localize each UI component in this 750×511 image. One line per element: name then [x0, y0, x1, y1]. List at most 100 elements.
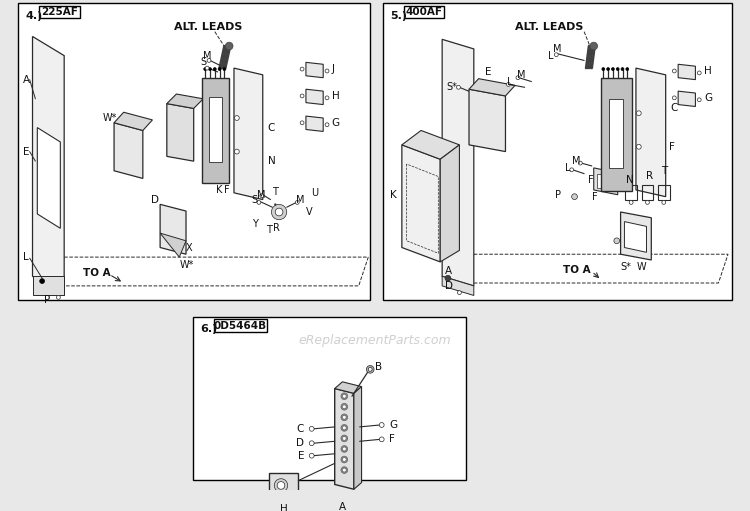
Text: eReplacementParts.com: eReplacementParts.com	[298, 334, 452, 347]
Circle shape	[578, 161, 582, 165]
Circle shape	[300, 67, 304, 71]
Circle shape	[274, 479, 288, 492]
Circle shape	[637, 111, 641, 115]
Bar	[18, 3, 370, 300]
Circle shape	[341, 393, 348, 400]
Text: Y: Y	[252, 219, 258, 228]
Circle shape	[343, 458, 346, 461]
Circle shape	[614, 238, 620, 244]
Circle shape	[325, 69, 329, 73]
Circle shape	[223, 67, 226, 71]
Text: 4.): 4.)	[26, 11, 43, 20]
Text: K: K	[216, 185, 223, 195]
Text: S*: S*	[447, 82, 458, 92]
Text: D: D	[296, 438, 304, 448]
Circle shape	[380, 437, 384, 442]
Text: E: E	[298, 451, 304, 461]
Circle shape	[309, 441, 314, 446]
Text: M: M	[553, 44, 561, 54]
Polygon shape	[440, 145, 460, 262]
Text: H: H	[704, 66, 712, 76]
Bar	[382, 3, 732, 300]
Text: U: U	[310, 188, 318, 198]
Text: A: A	[445, 267, 452, 276]
Polygon shape	[469, 79, 515, 96]
Circle shape	[457, 85, 460, 89]
Text: R: R	[646, 171, 653, 180]
Text: C: C	[670, 103, 678, 113]
Polygon shape	[160, 233, 186, 257]
Circle shape	[300, 94, 304, 98]
Text: H: H	[280, 504, 288, 511]
Circle shape	[616, 67, 620, 71]
Text: L: L	[548, 51, 554, 61]
Circle shape	[629, 200, 633, 204]
Circle shape	[341, 446, 348, 452]
Polygon shape	[334, 382, 362, 393]
Text: S: S	[252, 195, 258, 204]
Text: M: M	[296, 195, 304, 204]
Circle shape	[343, 426, 346, 430]
Text: P: P	[44, 295, 50, 306]
Circle shape	[275, 208, 283, 216]
Circle shape	[343, 436, 346, 440]
Circle shape	[257, 200, 261, 204]
Polygon shape	[114, 123, 142, 178]
Text: L: L	[508, 77, 513, 86]
Text: D: D	[151, 195, 158, 204]
Text: 0D5464B: 0D5464B	[213, 321, 266, 331]
Polygon shape	[306, 62, 323, 78]
Text: 5.): 5.)	[390, 11, 407, 20]
Text: W: W	[637, 262, 646, 272]
Circle shape	[209, 67, 212, 71]
Circle shape	[341, 425, 348, 431]
Polygon shape	[594, 168, 618, 195]
Text: D: D	[445, 281, 453, 291]
Circle shape	[626, 67, 628, 71]
Text: 400AF: 400AF	[406, 7, 442, 17]
Text: M: M	[572, 156, 580, 166]
Polygon shape	[625, 222, 646, 252]
Text: G: G	[332, 118, 340, 128]
Polygon shape	[442, 39, 474, 286]
Circle shape	[207, 59, 211, 62]
Bar	[609, 99, 623, 168]
Circle shape	[698, 71, 701, 75]
Text: W*: W*	[179, 260, 194, 270]
Bar	[404, 6, 444, 18]
Text: W*: W*	[103, 113, 117, 123]
Bar	[209, 97, 221, 162]
Circle shape	[516, 76, 520, 80]
Polygon shape	[32, 36, 64, 295]
Circle shape	[445, 275, 451, 281]
Text: TO A: TO A	[83, 268, 111, 278]
Text: J: J	[332, 64, 334, 74]
Polygon shape	[234, 68, 262, 199]
Polygon shape	[166, 94, 203, 108]
Polygon shape	[160, 204, 186, 254]
Circle shape	[646, 200, 650, 204]
Circle shape	[218, 67, 221, 71]
Circle shape	[260, 194, 264, 198]
Circle shape	[506, 82, 510, 86]
Text: P: P	[555, 190, 561, 200]
Circle shape	[56, 295, 60, 299]
Circle shape	[343, 415, 346, 419]
Circle shape	[325, 123, 329, 127]
Text: F: F	[588, 175, 593, 185]
Circle shape	[325, 96, 329, 100]
Bar	[602, 78, 632, 191]
Circle shape	[300, 121, 304, 125]
Circle shape	[570, 168, 574, 172]
Bar	[39, 6, 80, 18]
Text: TO A: TO A	[563, 265, 591, 274]
Text: B: B	[375, 362, 382, 373]
Polygon shape	[469, 89, 506, 152]
Circle shape	[637, 145, 641, 149]
Text: T: T	[266, 225, 272, 235]
Circle shape	[611, 67, 614, 71]
Text: E: E	[485, 67, 492, 77]
Polygon shape	[678, 91, 695, 106]
Circle shape	[572, 194, 578, 199]
Text: M: M	[203, 51, 212, 61]
